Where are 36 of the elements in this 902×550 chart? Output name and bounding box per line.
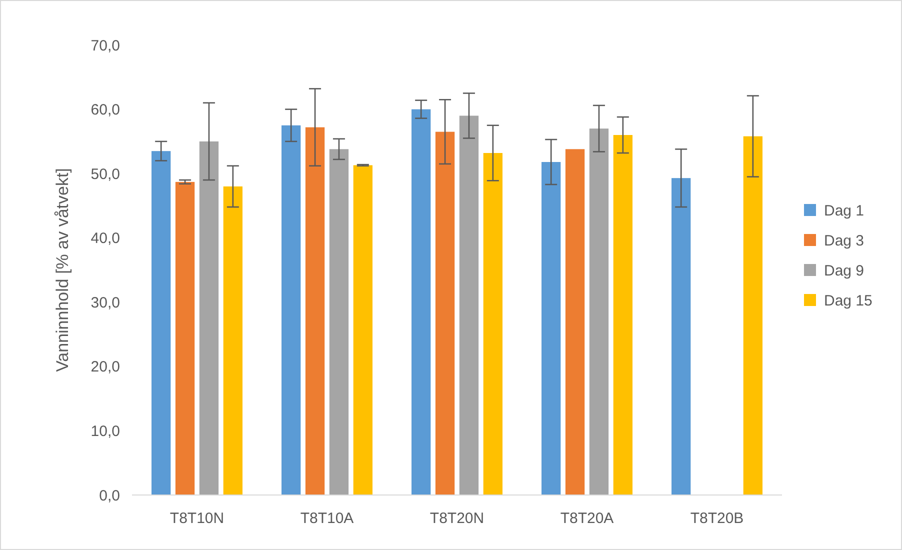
bar: [353, 165, 372, 495]
bar: [743, 136, 762, 495]
y-tick-label: 30,0: [90, 294, 120, 312]
bar: [613, 135, 632, 495]
y-tick-label: 50,0: [90, 166, 120, 183]
bar: [223, 186, 242, 495]
bar: [152, 151, 171, 495]
bar: [483, 153, 502, 495]
bar: [565, 149, 585, 495]
y-tick-label: 70,0: [90, 37, 120, 54]
bar: [672, 178, 691, 495]
y-tick-label: 0,0: [99, 487, 120, 504]
legend-label: Dag 9: [824, 262, 864, 280]
x-tick-label: T8T10A: [300, 510, 354, 527]
bar: [329, 149, 349, 495]
legend-label: Dag 15: [824, 292, 872, 310]
y-tick-label: 20,0: [90, 358, 120, 376]
x-tick-label: T8T20B: [690, 510, 744, 527]
y-tick-label: 10,0: [90, 422, 120, 440]
bar: [435, 132, 455, 495]
bar: [589, 128, 609, 495]
x-tick-label: T8T10N: [170, 510, 224, 527]
legend-label: Dag 3: [824, 232, 864, 250]
bar: [542, 162, 561, 495]
x-tick-label: T8T20N: [430, 510, 484, 527]
legend-label: Dag 1: [824, 202, 864, 220]
y-tick-label: 60,0: [90, 102, 120, 119]
y-tick-label: 40,0: [90, 230, 120, 248]
bar: [412, 109, 431, 495]
bar: [282, 125, 301, 495]
bar: [175, 182, 195, 495]
x-tick-label: T8T20A: [560, 510, 614, 527]
bar: [459, 116, 479, 495]
y-axis-title: Vanninnhold [% av våtvekt]: [53, 168, 72, 372]
bar: [199, 141, 219, 495]
bar: [305, 127, 325, 495]
